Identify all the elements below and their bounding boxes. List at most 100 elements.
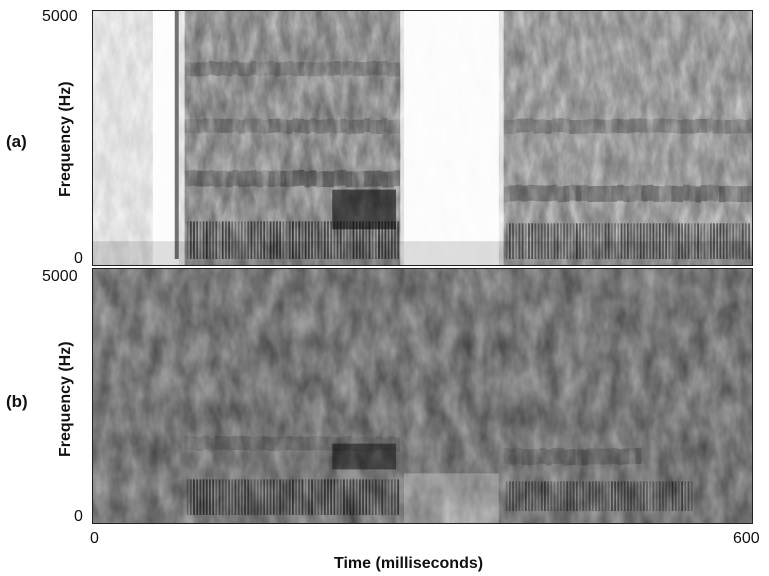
formant-band [503, 120, 510, 134]
harmonic-stripe [732, 223, 735, 260]
harmonic-stripe [623, 223, 626, 260]
formant-band [190, 119, 197, 134]
formant-band [545, 185, 552, 202]
harmonic-stripe [716, 223, 719, 260]
formant-band [370, 170, 377, 187]
harmonic-stripe [636, 481, 639, 512]
harmonic-stripe [591, 223, 594, 260]
harmonic-stripe [343, 221, 345, 260]
harmonic-stripe [189, 221, 192, 260]
formant-band [689, 185, 696, 202]
formant-band [184, 62, 191, 76]
formant-band [394, 437, 401, 452]
voiced-texture-2 [503, 11, 752, 265]
harmonic-stripe [250, 221, 253, 260]
formant-band [719, 119, 726, 134]
formant-band [388, 171, 395, 188]
harmonic-stripe [352, 479, 355, 516]
harmonic-stripe [362, 221, 364, 260]
panel-b-ytick-bottom: 0 [74, 508, 83, 525]
formant-band [503, 186, 510, 203]
formant-band [346, 120, 353, 135]
formant-band [364, 436, 371, 451]
formant-band [274, 118, 281, 133]
harmonic-stripe [563, 481, 565, 512]
formant-band [232, 169, 239, 186]
formant-band [304, 436, 311, 451]
formant-band [749, 118, 752, 133]
panel-a-label: (a) [6, 132, 27, 151]
formant-band [316, 62, 323, 77]
harmonic-stripe [611, 223, 613, 260]
formant-band [659, 186, 666, 203]
harmonic-stripe [690, 481, 693, 512]
formant-band [316, 119, 323, 134]
formant-band [250, 170, 257, 187]
harmonic-stripe [604, 223, 607, 260]
formant-band [298, 169, 305, 186]
harmonic-stripe [745, 223, 747, 260]
panel-b-label: (b) [6, 392, 28, 411]
harmonic-stripe [620, 481, 623, 512]
formant-band [196, 437, 203, 452]
formant-band [328, 436, 335, 451]
harmonic-stripe [611, 481, 613, 512]
harmonic-stripe [205, 221, 208, 260]
harmonic-stripe [298, 479, 301, 516]
formant-band [388, 119, 395, 134]
harmonic-stripe [237, 221, 240, 260]
harmonic-stripe [330, 479, 333, 516]
formant-band [521, 449, 528, 465]
harmonic-stripe [276, 479, 278, 516]
harmonic-stripe [512, 223, 514, 260]
formant-band [743, 186, 750, 203]
formant-band [346, 60, 353, 75]
harmonic-stripe [247, 221, 250, 260]
harmonic-stripe [202, 221, 205, 260]
formant-band [370, 119, 377, 134]
formant-band [509, 119, 516, 134]
formant-band [701, 185, 708, 202]
formant-band [304, 171, 311, 188]
formant-band [340, 61, 347, 76]
formant-band [683, 119, 690, 134]
formant-band [274, 62, 281, 77]
harmonic-stripe [295, 221, 297, 260]
harmonic-stripe [285, 479, 288, 516]
harmonic-stripe [282, 479, 285, 516]
formant-band [214, 62, 221, 76]
formant-band [322, 61, 329, 76]
formant-band [214, 435, 221, 450]
formant-band [599, 185, 606, 202]
harmonic-stripe [575, 223, 578, 260]
formant-band [605, 185, 612, 202]
harmonic-stripe [387, 479, 390, 516]
formant-band [316, 171, 323, 188]
formant-band [641, 118, 648, 133]
harmonic-stripe [352, 221, 355, 260]
harmonic-stripe [362, 479, 364, 516]
harmonic-stripe [339, 479, 342, 516]
formant-band [382, 171, 389, 188]
formant-band [280, 61, 287, 76]
harmonic-stripe [276, 221, 278, 260]
harmonic-stripe [639, 481, 642, 512]
formant-band [575, 185, 582, 202]
formant-band [334, 61, 341, 75]
formant-band [719, 186, 726, 203]
silence-gap-1 [152, 11, 179, 265]
harmonic-stripe [215, 221, 218, 260]
formant-band [623, 119, 630, 134]
formant-band [226, 62, 233, 77]
formant-band [623, 448, 630, 465]
harmonic-stripe [394, 221, 396, 260]
harmonic-stripe [394, 479, 396, 516]
harmonic-stripe [288, 479, 291, 516]
formant-band [232, 118, 239, 133]
formant-band [376, 119, 383, 134]
formant-band [605, 119, 612, 134]
harmonic-stripe [237, 479, 240, 516]
harmonic-stripe [317, 479, 320, 516]
formant-band [238, 119, 245, 134]
harmonic-stripe [524, 223, 527, 260]
